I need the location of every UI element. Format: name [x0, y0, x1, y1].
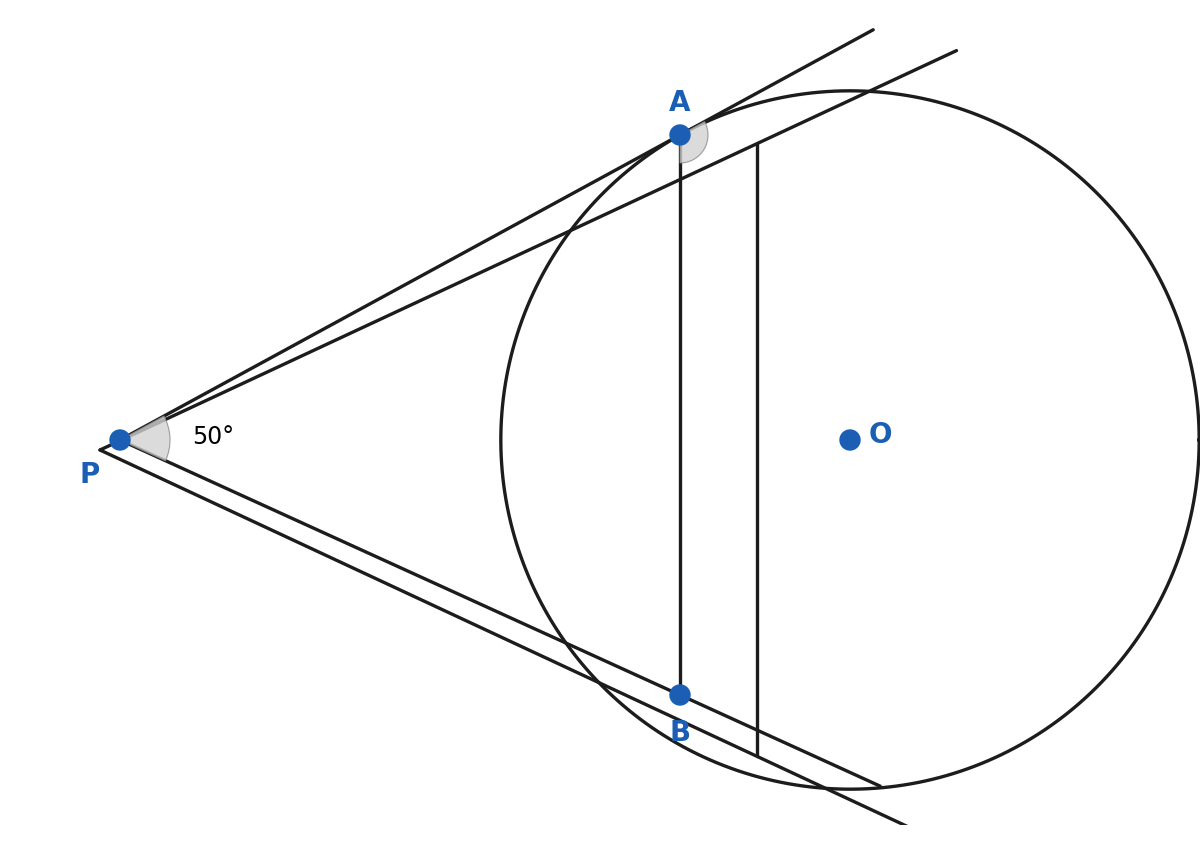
Circle shape — [670, 685, 690, 705]
Text: A: A — [670, 89, 691, 117]
Text: B: B — [670, 719, 690, 747]
Wedge shape — [120, 416, 170, 461]
Circle shape — [110, 430, 130, 450]
Text: 50°: 50° — [192, 426, 234, 450]
Text: P: P — [80, 461, 100, 489]
Text: O: O — [869, 421, 892, 449]
Circle shape — [840, 430, 860, 450]
Wedge shape — [680, 122, 708, 163]
Circle shape — [670, 125, 690, 145]
